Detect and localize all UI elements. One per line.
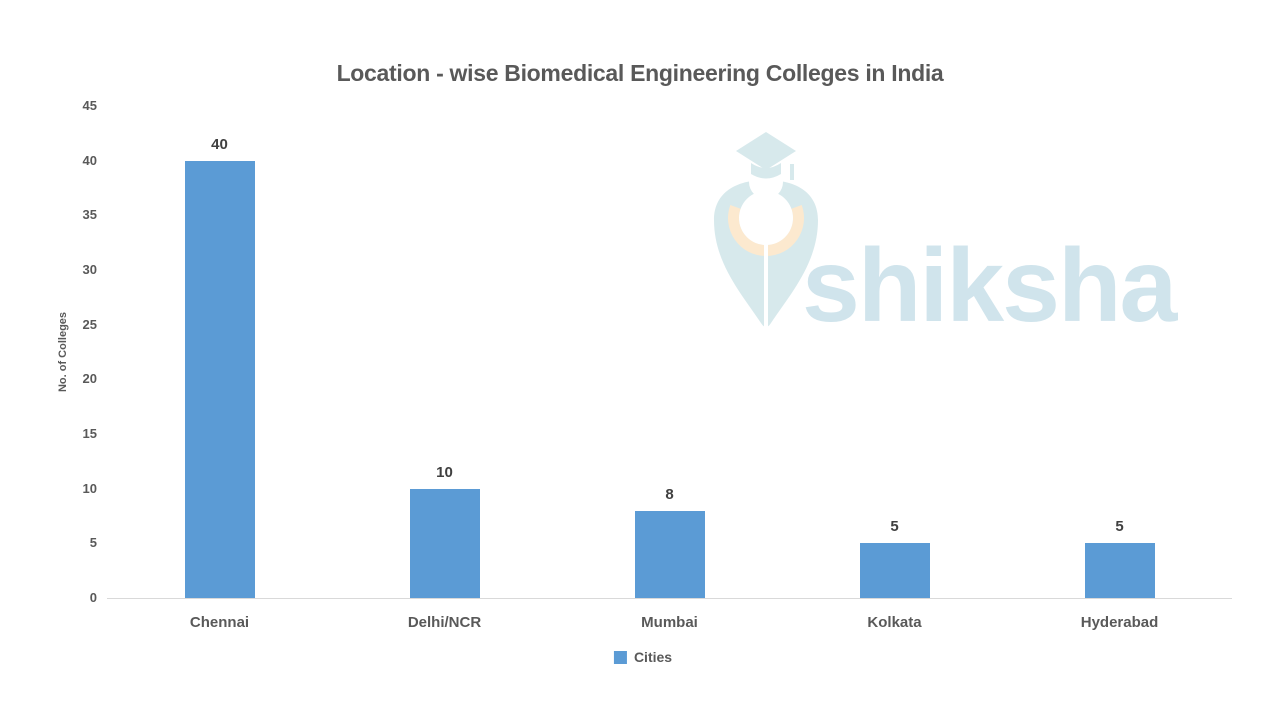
shiksha-brand-text: shiksha bbox=[802, 228, 1177, 344]
legend: Cities bbox=[613, 649, 673, 665]
bar-kolkata bbox=[859, 543, 930, 598]
y-tick-label: 10 bbox=[82, 480, 97, 496]
y-tick-label: 15 bbox=[82, 426, 97, 441]
y-tick-label: 25 bbox=[82, 316, 97, 332]
bar-chennai bbox=[184, 160, 255, 598]
chart-title: Location - wise Biomedical Engineering C… bbox=[336, 60, 944, 86]
y-tick-label: 45 bbox=[82, 98, 97, 113]
y-tick-label: 40 bbox=[82, 152, 97, 168]
y-tick-label: 20 bbox=[82, 371, 97, 387]
data-label-delhi-ncr: 10 bbox=[436, 463, 453, 481]
bar-mumbai bbox=[634, 510, 705, 598]
y-tick-label: 0 bbox=[89, 590, 97, 605]
x-axis-line bbox=[107, 598, 1232, 599]
x-label-chennai: Chennai bbox=[189, 614, 250, 631]
data-label-chennai: 40 bbox=[211, 135, 228, 153]
legend-label-cities: Cities bbox=[633, 649, 673, 665]
bar-delhi-ncr bbox=[409, 488, 480, 598]
data-label-hyderabad: 5 bbox=[1115, 518, 1124, 536]
data-label-kolkata: 5 bbox=[890, 518, 899, 536]
x-label-kolkata: Kolkata bbox=[867, 614, 922, 631]
bar-hyderabad bbox=[1084, 543, 1155, 598]
y-tick-label: 30 bbox=[82, 262, 97, 277]
x-label-mumbai: Mumbai bbox=[641, 614, 698, 631]
y-tick-label: 35 bbox=[82, 207, 97, 223]
data-label-mumbai: 8 bbox=[665, 485, 674, 503]
legend-swatch-cities bbox=[613, 650, 627, 664]
x-label-delhi-ncr: Delhi/NCR bbox=[407, 614, 482, 631]
shiksha-logo-icon bbox=[714, 132, 818, 328]
y-tick-label: 5 bbox=[89, 535, 97, 551]
x-label-hyderabad: Hyderabad bbox=[1080, 614, 1159, 631]
